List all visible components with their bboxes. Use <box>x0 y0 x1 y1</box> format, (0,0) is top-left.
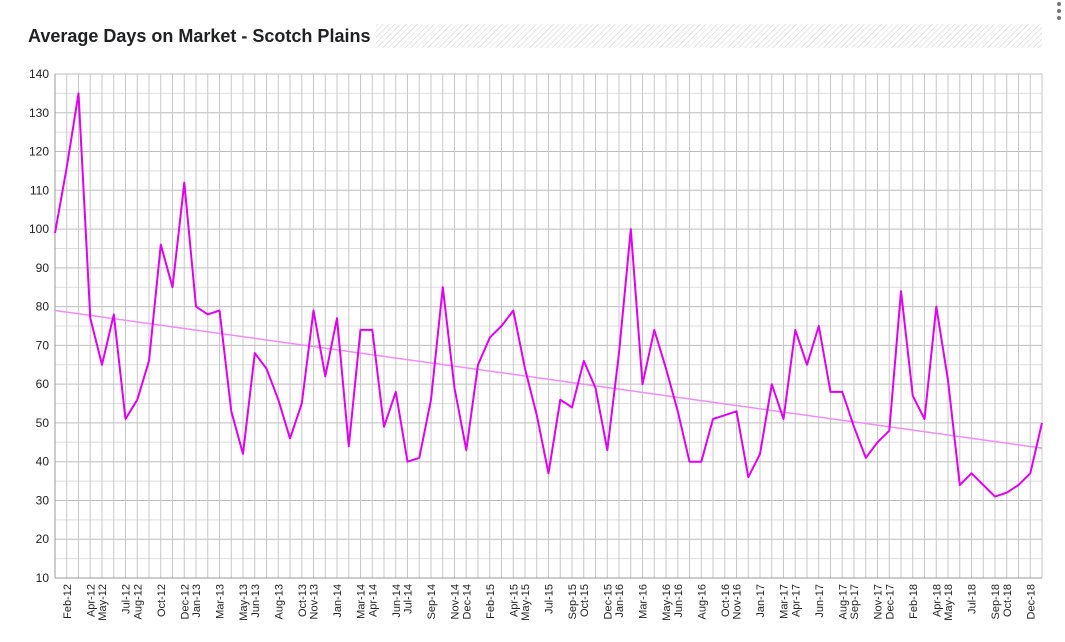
x-tick-label: Jul-14 <box>403 584 415 614</box>
y-tick-label: 50 <box>36 416 50 430</box>
x-tick-label: Sep-17 <box>849 584 861 619</box>
x-tick-label: Apr-14 <box>367 584 379 617</box>
x-tick-label: Jun-17 <box>814 584 826 618</box>
y-tick-label: 120 <box>29 145 49 159</box>
x-tick-label: Aug-17 <box>837 584 849 619</box>
series-layer <box>54 92 1043 498</box>
x-tick-label: Aug-13 <box>273 584 285 619</box>
series-line <box>54 92 1043 498</box>
y-tick-label: 20 <box>36 532 50 546</box>
x-tick-label: Sep-18 <box>990 584 1002 619</box>
trend-layer <box>54 309 1043 449</box>
label-layer: 10 20 30 40 50 60 70 80 90 100 110 120 130 140 Feb-12 A… <box>29 67 1037 621</box>
x-tick-label: Aug-16 <box>696 584 708 619</box>
x-tick-label: Oct-16 <box>720 584 732 617</box>
x-tick-label: May-12 <box>97 584 109 621</box>
x-tick-label: Nov-17 <box>873 584 885 619</box>
x-tick-label: Apr-12 <box>85 584 97 617</box>
y-tick-label: 90 <box>36 261 50 275</box>
x-tick-label: Jul-12 <box>121 584 133 614</box>
y-tick-label: 140 <box>29 67 49 81</box>
y-tick-label: 70 <box>36 338 50 352</box>
y-tick-label: 80 <box>36 300 50 314</box>
more-vert-icon[interactable] <box>1056 2 1062 20</box>
x-tick-label: Apr-18 <box>931 584 943 617</box>
title-bar: Average Days on Market - Scotch Plains <box>28 24 1042 48</box>
x-tick-label: Dec-15 <box>602 584 614 619</box>
x-tick-label: May-13 <box>238 584 250 621</box>
x-tick-label: Apr-15 <box>508 584 520 617</box>
x-tick-label: Jan-14 <box>332 584 344 618</box>
y-tick-label: 40 <box>36 455 50 469</box>
x-tick-label: Jun-14 <box>391 584 403 618</box>
x-tick-label: May-18 <box>943 584 955 621</box>
y-tick-label: 60 <box>36 377 50 391</box>
y-tick-label: 130 <box>29 106 49 120</box>
x-tick-label: Nov-16 <box>732 584 744 619</box>
x-tick-label: Mar-14 <box>356 584 368 619</box>
x-tick-label: Dec-17 <box>884 584 896 619</box>
x-tick-label: Nov-14 <box>450 584 462 619</box>
x-tick-label: Oct-13 <box>297 584 309 617</box>
x-tick-label: Oct-15 <box>579 584 591 617</box>
x-tick-label: Jun-16 <box>673 584 685 618</box>
x-tick-label: Mar-17 <box>779 584 791 619</box>
grid-layer <box>54 73 1043 579</box>
x-tick-label: Feb-12 <box>62 584 74 619</box>
x-tick-label: Jul-18 <box>967 584 979 614</box>
x-tick-label: Dec-18 <box>1025 584 1037 619</box>
x-tick-label: Feb-15 <box>485 584 497 619</box>
x-tick-label: Mar-16 <box>638 584 650 619</box>
x-tick-label: Sep-14 <box>426 584 438 619</box>
x-tick-label: May-16 <box>661 584 673 621</box>
x-tick-label: Feb-18 <box>908 584 920 619</box>
x-tick-label: Mar-13 <box>215 584 227 619</box>
x-tick-label: Oct-18 <box>1002 584 1014 617</box>
x-tick-label: Jun-13 <box>250 584 262 618</box>
x-tick-label: Jan-16 <box>614 584 626 618</box>
y-tick-label: 110 <box>30 183 49 197</box>
x-tick-label: Jul-15 <box>544 584 556 614</box>
trendline <box>54 309 1043 449</box>
x-tick-label: Jan-13 <box>191 584 203 618</box>
x-tick-label: Oct-12 <box>156 584 168 617</box>
y-tick-label: 30 <box>36 493 50 507</box>
chart-title: Average Days on Market - Scotch Plains <box>28 24 377 48</box>
y-tick-label: 100 <box>29 222 49 236</box>
x-tick-label: Dec-14 <box>461 584 473 619</box>
x-tick-label: Aug-12 <box>132 584 144 619</box>
x-tick-label: Apr-17 <box>790 584 802 617</box>
x-tick-label: Nov-13 <box>309 584 321 619</box>
x-tick-label: Dec-12 <box>179 584 191 619</box>
x-tick-label: Jan-17 <box>755 584 767 618</box>
x-tick-label: Sep-15 <box>567 584 579 619</box>
y-tick-label: 10 <box>36 571 50 585</box>
x-tick-label: May-15 <box>520 584 532 621</box>
axis-layer <box>54 74 1042 579</box>
